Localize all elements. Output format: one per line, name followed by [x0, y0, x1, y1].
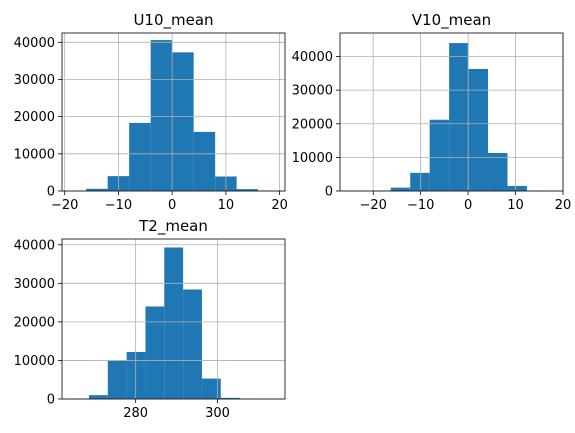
y-tick-label: 10000 [14, 147, 55, 162]
histogram-bar [410, 172, 430, 191]
axes-frame [61, 32, 286, 192]
subplot-title: V10_mean [412, 11, 491, 30]
y-tick-label: 20000 [14, 110, 55, 125]
histogram-bar [390, 187, 411, 191]
histogram-bar [488, 153, 508, 191]
histogram-bar [468, 68, 489, 191]
y-tick-label: 40000 [292, 50, 333, 65]
histogram-bar [107, 360, 127, 399]
x-tick-label: 0 [464, 198, 472, 213]
subplot-title: U10_mean [133, 11, 213, 30]
histogram-bar [164, 247, 184, 399]
subplot-title: T2_mean [138, 217, 208, 236]
y-tick-label: 30000 [14, 73, 55, 88]
histogram-bar [86, 188, 108, 191]
y-tick-label: 0 [325, 185, 333, 200]
histogram-bar [193, 131, 216, 191]
x-tick-label: 20 [555, 198, 572, 213]
histogram-bar [129, 122, 151, 191]
subplot-u10-mean: −20 −10 0 10 20 0 10000 20000 30000 40000 U10_mean [14, 11, 288, 213]
histogram-bar [150, 40, 173, 191]
x-tick-label: 10 [218, 198, 235, 213]
x-tick-label: −10 [407, 198, 434, 213]
axes-frame [339, 32, 564, 192]
histogram-bar [429, 119, 450, 191]
histogram-bar [201, 378, 221, 399]
y-tick-label: 10000 [14, 354, 55, 369]
x-tick-label: 300 [205, 406, 230, 421]
histogram-bar [145, 306, 165, 399]
y-tick-label: 30000 [292, 84, 333, 99]
subplot-v10-mean: −20 −10 0 10 20 0 10000 20000 30000 40000 V10_mean [292, 11, 572, 213]
axes-frame [61, 238, 286, 400]
subplot-t2-mean: 280 300 0 10000 20000 30000 40000 T2_mean [14, 217, 286, 421]
histogram-bar [126, 351, 146, 399]
x-tick-label: 20 [271, 198, 288, 213]
y-tick-label: 30000 [14, 277, 55, 292]
x-tick-label: 0 [168, 198, 176, 213]
histogram-bar [89, 395, 108, 399]
y-tick-label: 10000 [292, 151, 333, 166]
x-tick-label: −20 [51, 198, 78, 213]
x-tick-label: −20 [359, 198, 386, 213]
histogram-bar [220, 397, 240, 399]
histogram-bar [236, 189, 259, 191]
y-tick-label: 20000 [14, 315, 55, 330]
histogram-bar [507, 185, 527, 191]
y-tick-label: 40000 [14, 238, 55, 253]
x-tick-label: 280 [123, 406, 148, 421]
histogram-bar [183, 289, 202, 399]
y-tick-label: 0 [47, 393, 55, 408]
y-tick-label: 20000 [292, 117, 333, 132]
y-tick-label: 0 [47, 185, 55, 200]
x-tick-label: 10 [507, 198, 524, 213]
x-tick-label: −10 [105, 198, 132, 213]
y-tick-label: 40000 [14, 36, 55, 51]
histogram-bar [449, 43, 469, 191]
histogram-bar [172, 52, 194, 192]
